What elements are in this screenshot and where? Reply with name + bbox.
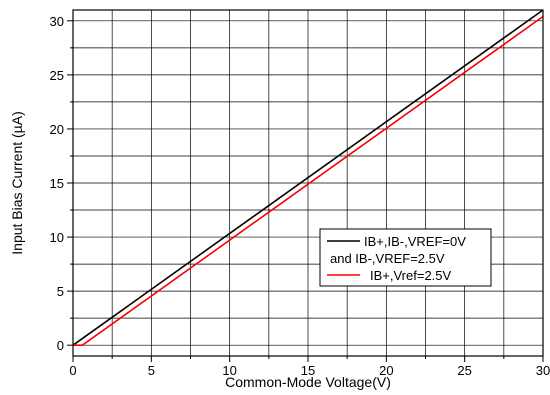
y-tick-labels: 0 5 10 15 20 25 30: [50, 14, 64, 353]
series-line-2: [73, 15, 544, 346]
x-tick-label: 15: [301, 363, 315, 378]
x-tick-label: 0: [69, 363, 76, 378]
legend-label-series-1-line-1: IB+,IB-,VREF=0V: [364, 234, 466, 249]
y-tick-label: 5: [57, 284, 64, 299]
legend-box: [319, 228, 492, 287]
x-axis-label: Common-Mode Voltage(V): [225, 374, 391, 390]
y-tick-label: 25: [50, 68, 64, 83]
x-tick-labels: 0 5 10 15 20 25 30: [69, 363, 550, 378]
y-axis-label: Input Bias Current (µA): [9, 111, 25, 254]
y-tick-label: 20: [50, 122, 64, 137]
x-tick-label: 30: [536, 363, 550, 378]
legend-label-series-1-line-2: and IB-,VREF=2.5V: [330, 251, 445, 266]
x-tick-label: 5: [148, 363, 155, 378]
y-tick-label: 15: [50, 176, 64, 191]
legend-label-series-2: IB+,Vref=2.5V: [370, 268, 452, 283]
y-tick-label: 0: [57, 338, 64, 353]
x-tick-label: 20: [379, 363, 393, 378]
grid: [72, 10, 544, 356]
y-tick-label: 30: [50, 14, 64, 29]
legend: IB+,IB-,VREF=0V and IB-,VREF=2.5V IB+,Vr…: [319, 228, 492, 287]
x-tick-label: 25: [457, 363, 471, 378]
y-tick-label: 10: [50, 230, 64, 245]
series-lines: [72, 9, 544, 346]
ticks: [67, 20, 544, 362]
series-line-1: [72, 9, 544, 346]
x-tick-label: 10: [222, 363, 236, 378]
